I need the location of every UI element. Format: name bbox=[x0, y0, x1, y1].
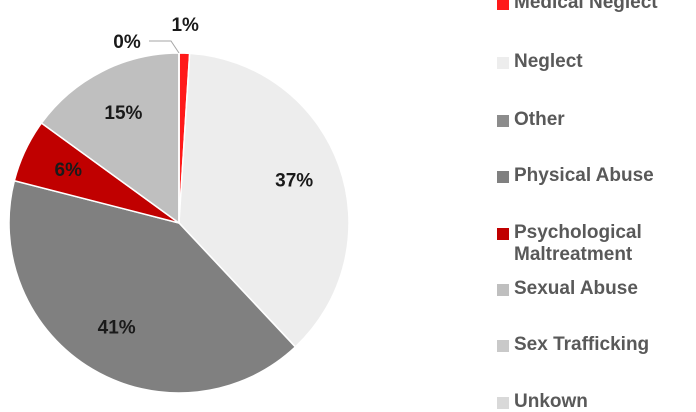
legend-item: Neglect bbox=[497, 51, 687, 73]
legend-label: Unkown bbox=[514, 391, 588, 412]
legend-label: Other bbox=[514, 109, 565, 130]
legend-label: Sex Trafficking bbox=[514, 334, 650, 355]
pie-slice bbox=[8, 179, 297, 394]
legend-item: Sexual Abuse bbox=[497, 278, 687, 300]
legend-label: Sexual Abuse bbox=[514, 278, 638, 299]
legend-item: Sex Trafficking bbox=[497, 334, 687, 356]
pie-slice bbox=[40, 52, 180, 225]
legend-item: Medical Neglect bbox=[497, 0, 687, 14]
data-label: 15% bbox=[104, 103, 142, 124]
legend-label: Psychological Maltreatment bbox=[514, 222, 642, 265]
legend-item: Unkown bbox=[497, 391, 687, 412]
data-label: 37% bbox=[275, 171, 313, 192]
legend-label: Medical Neglect bbox=[514, 0, 658, 13]
leader-line bbox=[149, 40, 180, 54]
legend-swatch bbox=[497, 115, 509, 127]
legend-item: Psychological Maltreatment bbox=[497, 222, 687, 266]
legend-swatch bbox=[497, 397, 509, 409]
legend-swatch bbox=[497, 228, 509, 240]
legend-swatch bbox=[497, 284, 509, 296]
legend-label: Neglect bbox=[514, 51, 583, 72]
data-label: 0% bbox=[113, 32, 141, 53]
data-label: 41% bbox=[98, 317, 136, 338]
data-label: 6% bbox=[55, 160, 83, 181]
legend-swatch bbox=[497, 171, 509, 183]
legend-label: Physical Abuse bbox=[514, 165, 654, 186]
data-label: 1% bbox=[171, 15, 199, 36]
legend-item: Other bbox=[497, 109, 687, 131]
pie-slice bbox=[178, 52, 350, 348]
legend-swatch bbox=[497, 340, 509, 352]
legend-item: Physical Abuse bbox=[497, 165, 687, 187]
pie-area: 1% 37% 41% 6% 15% 0% bbox=[8, 15, 350, 394]
legend-swatch bbox=[497, 0, 509, 10]
legend-swatch bbox=[497, 57, 509, 69]
